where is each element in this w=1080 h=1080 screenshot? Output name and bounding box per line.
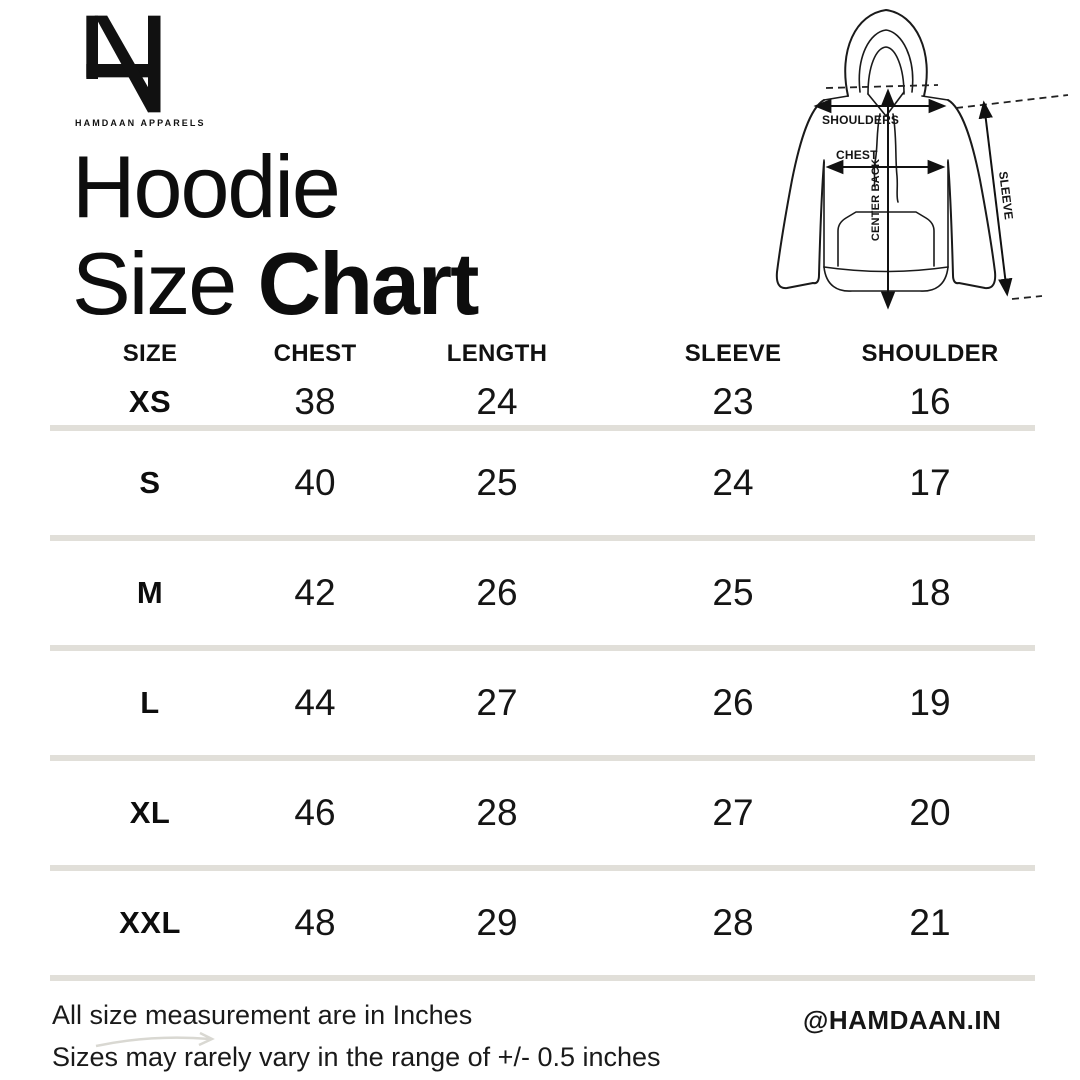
- title-line2-regular: Size: [72, 234, 258, 333]
- hoodie-measurement-diagram: SHOULDERS CHEST CENTER BACK SLEEVE: [750, 0, 1080, 322]
- column-header-length: LENGTH: [446, 340, 548, 367]
- measurement-cell: 29: [476, 902, 518, 943]
- page-title: Hoodie Size Chart: [72, 137, 480, 333]
- decorative-arrow-icon: [95, 1031, 215, 1048]
- measurement-cell: 25: [476, 462, 518, 503]
- measurement-cell: 48: [294, 902, 336, 943]
- measurement-cell: 27: [712, 792, 754, 833]
- column-header-chest: CHEST: [273, 340, 357, 367]
- column-header-sleeve: SLEEVE: [684, 340, 782, 367]
- shoulders-label: SHOULDERS: [822, 113, 899, 127]
- title-line1: Hoodie: [72, 137, 341, 236]
- measurement-cell: 40: [294, 462, 336, 503]
- measurement-cell: 21: [909, 902, 951, 943]
- measurement-cell: 26: [476, 572, 518, 613]
- brand-handle: @HAMDAAN.IN: [803, 1005, 1002, 1035]
- table-row: XL 46 28 27 20: [50, 761, 1035, 871]
- size-label-cell: M: [136, 575, 164, 610]
- measurement-cell: 23: [712, 380, 754, 422]
- size-table: SIZE CHEST LENGTH SLEEVE SHOULDER XS 38 24…: [50, 330, 1035, 981]
- note-units: All size measurement are in Inches: [52, 1000, 473, 1030]
- table-header-row: SIZE CHEST LENGTH SLEEVE SHOULDER: [50, 330, 1035, 378]
- table-row: L 44 27 26 19: [50, 651, 1035, 761]
- column-header-shoulder: SHOULDER: [861, 340, 999, 367]
- brand-logo: HAMDAAN APPARELS: [75, 14, 206, 128]
- measurement-cell: 46: [294, 792, 336, 833]
- chest-label: CHEST: [836, 148, 878, 162]
- title-line2-bold: Chart: [257, 234, 480, 333]
- measurement-cell: 20: [909, 792, 951, 833]
- measurement-cell: 24: [712, 462, 754, 503]
- measurement-cell: 17: [909, 462, 951, 503]
- measurement-cell: 25: [712, 572, 754, 613]
- measurement-cell: 28: [712, 902, 754, 943]
- note-tolerance: Sizes may rarely vary in the range of +/…: [52, 1042, 661, 1072]
- measurement-cell: 44: [294, 682, 336, 723]
- measurement-cell: 16: [909, 380, 951, 422]
- measurement-cell: 27: [476, 682, 518, 723]
- table-body: XS 38 24 23 16 S 40 25 24 17 M 42 26 25 18 L 44 27 26 19 XL 4…: [50, 378, 1035, 981]
- table-row: XXL 48 29 28 21: [50, 871, 1035, 981]
- sleeve-label: SLEEVE: [996, 171, 1016, 221]
- brand-monogram-icon: [86, 15, 161, 113]
- measurement-cell: 26: [712, 682, 754, 723]
- size-label-cell: XXL: [119, 905, 181, 940]
- dashed-guide-sleeve-top: [955, 94, 1069, 109]
- size-label-cell: S: [139, 465, 161, 500]
- table-row: M 42 26 25 18: [50, 541, 1035, 651]
- measurement-cell: 19: [909, 682, 951, 723]
- measurement-cell: 28: [476, 792, 518, 833]
- dashed-guide-sleeve-bottom: [1011, 295, 1043, 300]
- table-row: S 40 25 24 17: [50, 431, 1035, 541]
- measurement-cell: 38: [294, 380, 336, 422]
- measurement-cell: 18: [909, 572, 951, 613]
- center-back-label: CENTER BACK: [870, 159, 882, 241]
- size-label-cell: L: [140, 685, 160, 720]
- measurement-cell: 42: [294, 572, 336, 613]
- measurement-cell: 24: [476, 380, 518, 422]
- column-header-size: SIZE: [122, 340, 178, 367]
- size-label-cell: XS: [128, 383, 172, 419]
- dashed-guide-hood-base: [825, 84, 939, 89]
- size-label-cell: XL: [129, 795, 171, 830]
- brand-logo-text: HAMDAAN APPARELS: [75, 118, 206, 128]
- sleeve-arrow: [978, 100, 1013, 297]
- footer-notes: All size measurement are in Inches Sizes…: [52, 994, 661, 1078]
- table-row: XS 38 24 23 16: [50, 378, 1035, 431]
